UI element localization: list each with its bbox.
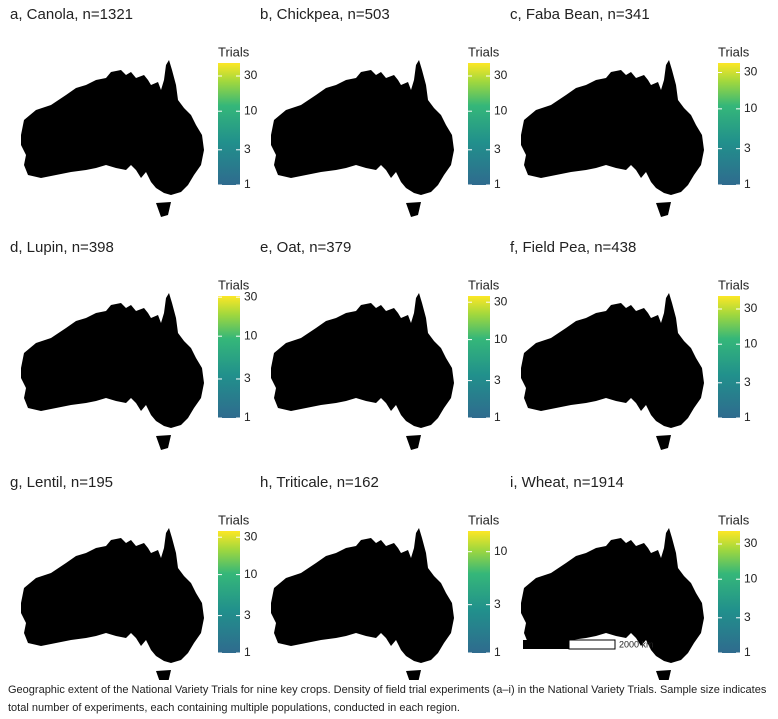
panel-title: d, Lupin, n=398: [10, 239, 114, 256]
panel: d, Lupin, n=398 Trials 1 3 10 30: [10, 239, 258, 450]
scale-bar-black: [523, 640, 569, 649]
colorbar-tick-label: 10: [494, 544, 508, 558]
legend-title: Trials: [218, 512, 250, 527]
map-outline: [21, 528, 204, 685]
colorbar-tick-label: 10: [244, 567, 258, 581]
panel: g, Lentil, n=195 Trials 1 3 10 30: [10, 474, 258, 685]
colorbar-tick-label: 1: [744, 410, 751, 424]
scale-bar-label: 2000 km: [619, 639, 654, 649]
map-outline: [271, 293, 454, 450]
colorbar-tick-label: 30: [744, 65, 758, 79]
colorbar-tick-label: 1: [494, 410, 501, 424]
colorbar-tick-label: 30: [244, 289, 258, 303]
colorbar: [468, 531, 490, 653]
colorbar-tick-label: 1: [744, 177, 751, 191]
colorbar-tick-label: 10: [244, 328, 258, 342]
colorbar-tick-label: 1: [244, 410, 251, 424]
colorbar-tick-label: 3: [744, 141, 751, 155]
colorbar-tick-label: 10: [744, 101, 758, 115]
colorbar-tick-label: 30: [744, 536, 758, 550]
colorbar: [718, 63, 740, 185]
panel-title: b, Chickpea, n=503: [260, 6, 390, 23]
panel: h, Triticale, n=162 Trials 1 3 10: [260, 474, 508, 685]
panel: b, Chickpea, n=503 Trials 1 3 10 30: [260, 6, 508, 217]
panel: i, Wheat, n=1914 Trials 1 3 10 30 2000 km: [510, 474, 758, 685]
panel: c, Faba Bean, n=341 Trials 1 3 10 30: [510, 6, 758, 217]
legend-title: Trials: [468, 277, 500, 292]
panel-title: g, Lentil, n=195: [10, 474, 113, 491]
scale-bar-white: [568, 639, 616, 650]
legend-title: Trials: [218, 44, 250, 59]
map-outline: [271, 60, 454, 217]
legend-title: Trials: [218, 277, 250, 292]
map-outline: [521, 293, 704, 450]
colorbar-tick-label: 30: [244, 529, 258, 543]
caption: Geographic extent of the National Variet…: [8, 684, 767, 714]
colorbar-tick-label: 1: [494, 645, 501, 659]
legend-title: Trials: [468, 512, 500, 527]
panel-title: a, Canola, n=1321: [10, 6, 133, 23]
colorbar-tick-label: 10: [244, 103, 258, 117]
colorbar: [218, 531, 240, 653]
panel-title: i, Wheat, n=1914: [510, 474, 624, 491]
colorbar: [218, 296, 240, 418]
map-outline: [521, 60, 704, 217]
map-outline: [271, 528, 454, 685]
colorbar-tick-label: 10: [494, 103, 508, 117]
map-outline: [521, 528, 704, 685]
colorbar-tick-label: 3: [494, 373, 501, 387]
colorbar: [468, 296, 490, 418]
colorbar-tick-label: 30: [494, 294, 508, 308]
colorbar-tick-label: 1: [244, 645, 251, 659]
panel: e, Oat, n=379 Trials 1 3 10 30: [260, 239, 508, 450]
colorbar-tick-label: 3: [244, 608, 251, 622]
legend-title: Trials: [718, 512, 750, 527]
legend-title: Trials: [468, 44, 500, 59]
panel-title: c, Faba Bean, n=341: [510, 6, 650, 23]
legend-title: Trials: [718, 277, 750, 292]
colorbar-tick-label: 10: [744, 336, 758, 350]
map-outline: [21, 60, 204, 217]
colorbar-tick-label: 3: [244, 371, 251, 385]
panel: a, Canola, n=1321 Trials 1 3 10 30: [10, 6, 258, 217]
colorbar-tick-label: 3: [244, 142, 251, 156]
colorbar-tick-label: 3: [744, 375, 751, 389]
map-outline: [21, 293, 204, 450]
colorbar-tick-label: 30: [244, 68, 258, 82]
colorbar-tick-label: 3: [744, 610, 751, 624]
colorbar-tick-label: 3: [494, 142, 501, 156]
panel-title: e, Oat, n=379: [260, 239, 351, 256]
panel: f, Field Pea, n=438 Trials 1 3 10 30: [510, 239, 758, 450]
legend-title: Trials: [718, 44, 750, 59]
colorbar-tick-label: 3: [494, 597, 501, 611]
colorbar: [218, 63, 240, 185]
colorbar-tick-label: 1: [744, 645, 751, 659]
colorbar: [718, 296, 740, 418]
colorbar-tick-label: 10: [494, 332, 508, 346]
panel-title: f, Field Pea, n=438: [510, 239, 636, 256]
colorbar-tick-label: 1: [494, 177, 501, 191]
colorbar: [718, 531, 740, 653]
colorbar-tick-label: 30: [744, 301, 758, 315]
colorbar-tick-label: 1: [244, 177, 251, 191]
colorbar-tick-label: 30: [494, 68, 508, 82]
colorbar: [468, 63, 490, 185]
panel-title: h, Triticale, n=162: [260, 474, 379, 491]
colorbar-tick-label: 10: [744, 571, 758, 585]
